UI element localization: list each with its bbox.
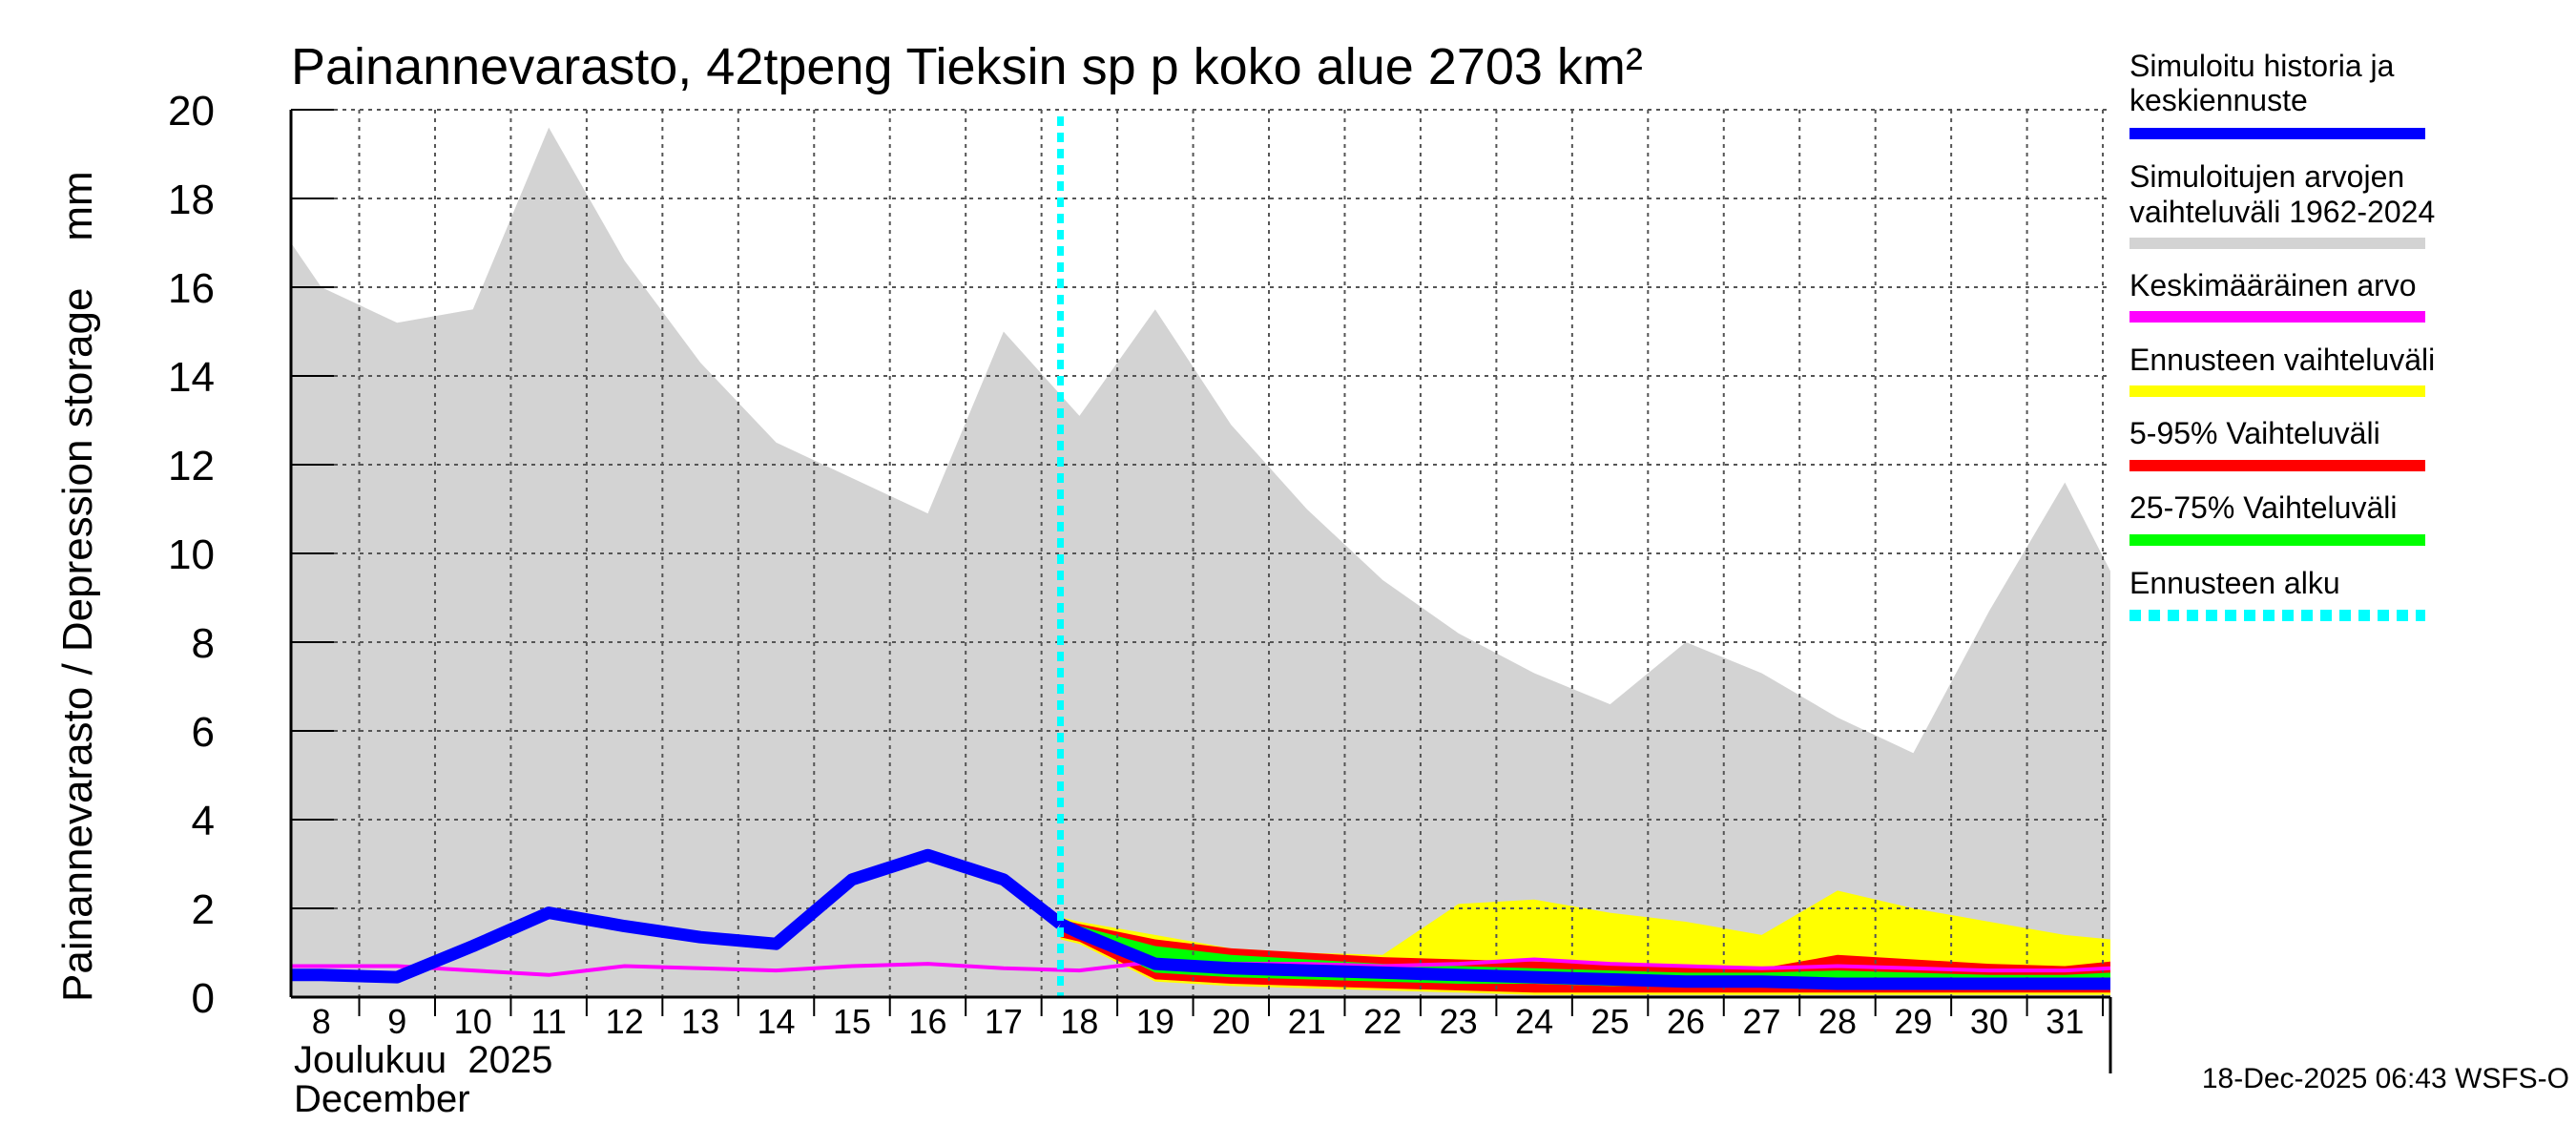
range-1962-2024-area [291, 127, 2110, 998]
x-tick-label: 30 [1970, 1002, 2008, 1041]
x-tick-label: 17 [985, 1002, 1023, 1041]
legend-label: vaihteluväli 1962-2024 [2129, 195, 2435, 229]
y-tick-label: 12 [168, 443, 215, 489]
x-tick-label: 22 [1363, 1002, 1402, 1041]
legend-item: 25-75% Vaihteluväli [2129, 490, 2425, 546]
range-area [291, 127, 2110, 998]
x-tick-label: 21 [1288, 1002, 1326, 1041]
x-tick-label: 23 [1440, 1002, 1478, 1041]
x-tick-label: 11 [530, 1002, 566, 1041]
legend-label: Simuloitujen arvojen [2129, 159, 2404, 194]
x-tick-label: 18 [1060, 1002, 1098, 1041]
x-tick-label: 29 [1894, 1002, 1932, 1041]
legend-label: 5-95% Vaihteluväli [2129, 416, 2380, 450]
x-tick-label: 15 [833, 1002, 871, 1041]
x-tick-label: 12 [606, 1002, 644, 1041]
x-tick-labels: 8 9 10 11 12 13 14 15 16 17 18 19 20 21 22 23 24 25 26 27 28… [312, 1002, 2085, 1041]
legend-item: Ennusteen alku [2129, 566, 2425, 621]
month-label-en: December [294, 1078, 470, 1120]
x-tick-label: 20 [1212, 1002, 1250, 1041]
x-tick-label: 26 [1667, 1002, 1705, 1041]
x-tick-label: 8 [312, 1002, 331, 1041]
chart-title: Painannevarasto, 42tpeng Tieksin sp p ko… [291, 38, 1643, 95]
y-tick-label: 8 [192, 620, 215, 667]
x-tick-label: 9 [387, 1002, 406, 1041]
y-tick-label: 0 [192, 975, 215, 1022]
y-tick-label: 18 [168, 177, 215, 223]
x-tick-label: 14 [758, 1002, 796, 1041]
x-tick-label: 24 [1515, 1002, 1553, 1041]
y-tick-label: 10 [168, 531, 215, 578]
y-tick-label: 20 [168, 88, 215, 135]
legend-label: 25-75% Vaihteluväli [2129, 490, 2397, 525]
forecast-median-line [1057, 918, 2110, 990]
legend-label: Simuloitu historia ja [2129, 49, 2395, 83]
legend-label: Keskimääräinen arvo [2129, 268, 2417, 302]
x-tick-label: 31 [2046, 1002, 2084, 1041]
y-tick-label: 6 [192, 709, 215, 756]
legend-label: Ennusteen vaihteluväli [2129, 343, 2435, 377]
gridlines [291, 109, 2110, 997]
y-tick-label: 4 [192, 798, 215, 844]
y-axis-label: Painannevarasto / Depression storage mm [54, 171, 101, 1002]
month-label-fi: Joulukuu 2025 [294, 1039, 552, 1081]
y-tick-label: 2 [192, 886, 215, 933]
history-line [291, 848, 1065, 984]
x-tick-label: 28 [1818, 1002, 1857, 1041]
x-tick-label: 13 [681, 1002, 719, 1041]
legend: Simuloitu historia jakeskiennusteSimuloi… [2129, 49, 2435, 621]
y-tick-label: 14 [168, 354, 215, 401]
y-tick-label: 16 [168, 265, 215, 312]
legend-label: Ennusteen alku [2129, 566, 2340, 600]
x-tick-label: 19 [1136, 1002, 1174, 1041]
legend-item: Ennusteen vaihteluväli [2129, 343, 2435, 397]
x-tick-label: 27 [1742, 1002, 1780, 1041]
legend-item: 5-95% Vaihteluväli [2129, 416, 2425, 471]
x-tick-label: 10 [454, 1002, 492, 1041]
x-tick-label: 16 [908, 1002, 946, 1041]
timestamp-footer: 18-Dec-2025 06:43 WSFS-O [2202, 1063, 2569, 1094]
legend-label: keskiennuste [2129, 83, 2308, 117]
axes [289, 110, 2112, 1073]
legend-item: Keskimääräinen arvo [2129, 268, 2425, 323]
x-tick-label: 25 [1591, 1002, 1630, 1041]
y-tick-labels: 0 2 4 6 8 10 12 14 16 18 20 [168, 88, 215, 1022]
simulated-history-line [291, 848, 2110, 990]
